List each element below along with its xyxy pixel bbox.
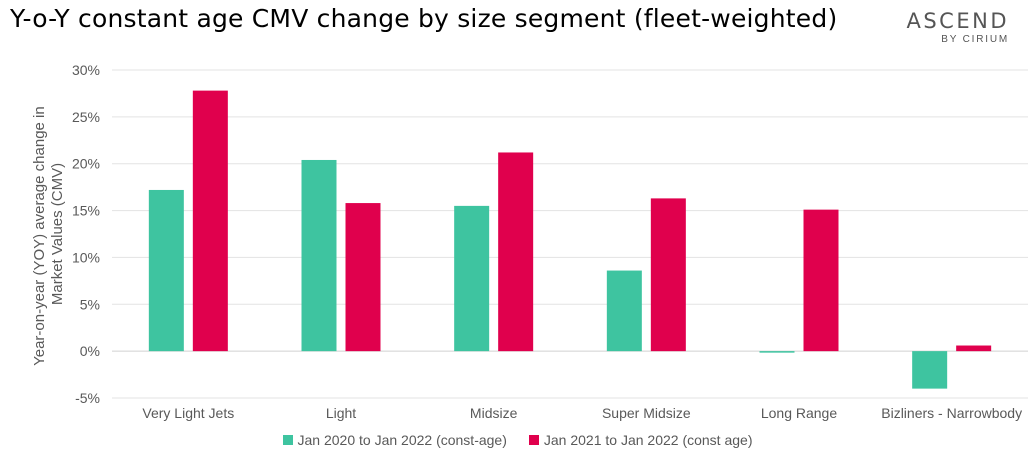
bar-series-1 bbox=[148, 189, 184, 352]
bar-series-2 bbox=[803, 209, 839, 352]
y-tick-label: 30% bbox=[72, 62, 100, 78]
x-tick-label: Bizliners - Narrowbody bbox=[881, 405, 1022, 421]
legend: Jan 2020 to Jan 2022 (const-age) Jan 202… bbox=[0, 432, 1035, 448]
legend-label-series-2: Jan 2021 to Jan 2022 (const age) bbox=[543, 432, 753, 448]
bar-series-2 bbox=[192, 90, 228, 352]
y-axis-label-line2: Market Values (CMV) bbox=[49, 163, 66, 305]
logo-main-text: ASCEND bbox=[906, 9, 1009, 33]
x-tick-label: Super Midsize bbox=[602, 405, 691, 421]
x-tick-label: Light bbox=[326, 405, 356, 421]
bar-series-1 bbox=[912, 351, 948, 389]
x-tick-label: Midsize bbox=[470, 405, 518, 421]
x-tick-label: Very Light Jets bbox=[142, 405, 234, 421]
y-tick-label: 15% bbox=[72, 203, 100, 219]
chart-title: Y-o-Y constant age CMV change by size se… bbox=[10, 4, 838, 33]
y-axis-ticks: -5% 0% 5% 10% 15% 20% 25% 30% bbox=[72, 62, 100, 406]
ascend-logo: ASCEND BY CIRIUM bbox=[906, 10, 1009, 45]
y-axis-label-line1: Year-on-year (YOY) average change in bbox=[31, 106, 48, 366]
legend-swatch-series-2 bbox=[528, 435, 539, 445]
legend-item-series-1: Jan 2020 to Jan 2022 (const-age) bbox=[282, 432, 507, 448]
bars bbox=[148, 90, 992, 389]
bar-series-1 bbox=[759, 351, 795, 353]
x-tick-label: Long Range bbox=[761, 405, 838, 421]
y-tick-label: -5% bbox=[75, 390, 100, 406]
bar-series-2 bbox=[650, 198, 686, 352]
y-tick-label: 0% bbox=[80, 343, 100, 359]
legend-item-series-2: Jan 2021 to Jan 2022 (const age) bbox=[528, 432, 753, 448]
legend-swatch-series-1 bbox=[282, 435, 293, 445]
y-axis-label: Year-on-year (YOY) average change in Mar… bbox=[31, 102, 66, 366]
y-tick-label: 5% bbox=[80, 296, 100, 312]
legend-label-series-1: Jan 2020 to Jan 2022 (const-age) bbox=[297, 432, 507, 448]
bar-series-2 bbox=[345, 203, 381, 352]
logo-sub-text: BY CIRIUM bbox=[941, 34, 1009, 45]
y-tick-label: 20% bbox=[72, 156, 100, 172]
x-axis-ticks: Very Light Jets Light Midsize Super Midsize… bbox=[142, 405, 1022, 421]
bar-series-1 bbox=[301, 159, 337, 352]
bar-series-2 bbox=[956, 345, 992, 352]
y-tick-label: 25% bbox=[72, 109, 100, 125]
gridlines bbox=[112, 69, 1028, 399]
bar-series-1 bbox=[454, 205, 490, 352]
bar-series-2 bbox=[498, 152, 534, 352]
bar-series-1 bbox=[606, 270, 642, 352]
y-tick-label: 10% bbox=[72, 249, 100, 265]
